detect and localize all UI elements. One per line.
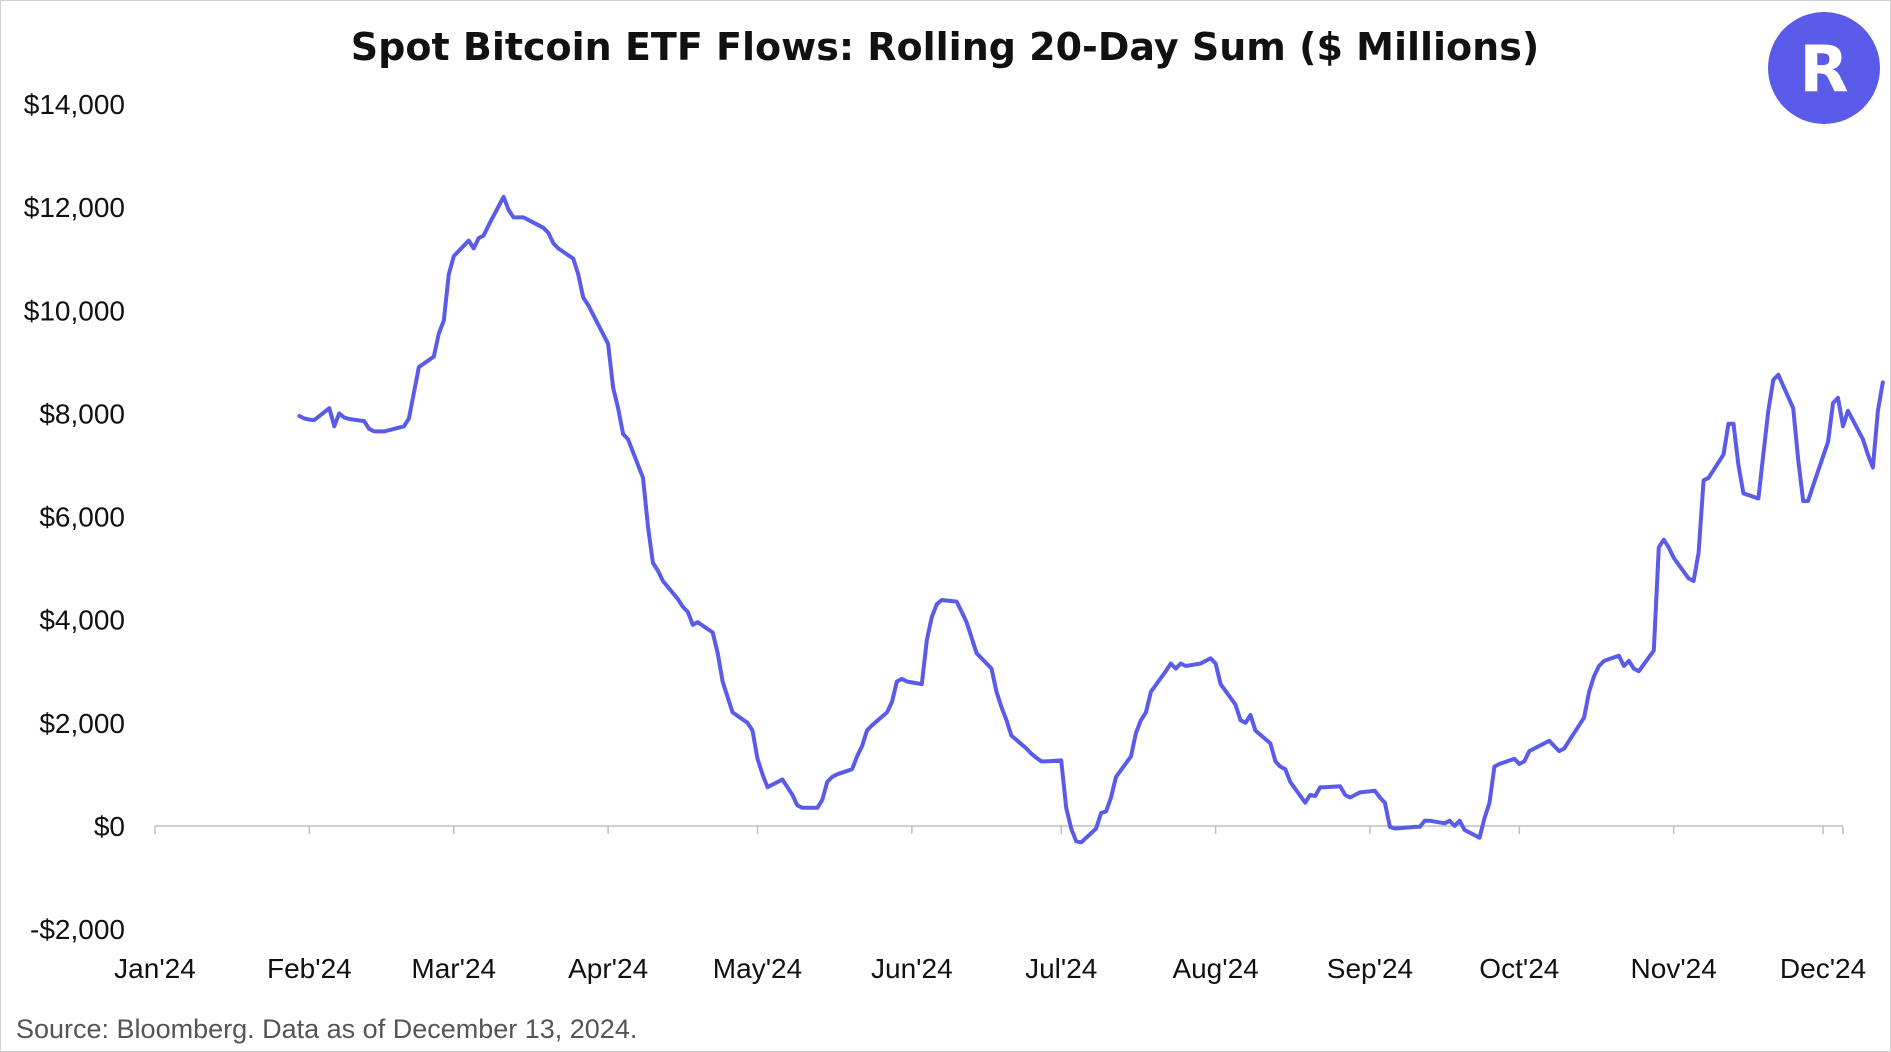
x-tick-label: Feb'24 [267, 953, 352, 984]
series-layer [297, 194, 1885, 845]
y-axis: -$2,000 $0 $2,000 $4,000 $6,000 $8,000 $10,000… [24, 89, 125, 945]
x-tick-label: Apr'24 [568, 953, 648, 984]
y-tick-label: $6,000 [39, 502, 125, 533]
series-line [297, 194, 1885, 845]
x-tick-label: Mar'24 [411, 953, 496, 984]
x-tick-label: Jan'24 [114, 953, 196, 984]
x-tick-label: Sep'24 [1327, 953, 1413, 984]
y-tick-label: $14,000 [24, 89, 125, 120]
y-tick-label: $10,000 [24, 295, 125, 326]
logo-letter: R [1799, 33, 1848, 107]
source-note: Source: Bloomberg. Data as of December 1… [16, 1014, 637, 1044]
brand-logo: R [1768, 12, 1880, 124]
x-axis: Jan'24 Feb'24 Mar'24 Apr'24 May'24 Jun'24 Jul'… [114, 825, 1866, 984]
y-tick-label: -$2,000 [30, 914, 125, 945]
x-tick-label: Jul'24 [1025, 953, 1097, 984]
x-tick-label: Dec'24 [1780, 953, 1866, 984]
y-tick-label: $8,000 [39, 398, 125, 429]
y-tick-label: $0 [94, 811, 125, 842]
y-tick-label: $2,000 [39, 708, 125, 739]
y-tick-label: $12,000 [24, 192, 125, 223]
x-tick-label: Aug'24 [1172, 953, 1258, 984]
y-tick-label: $4,000 [39, 605, 125, 636]
chart-title: Spot Bitcoin ETF Flows: Rolling 20-Day S… [351, 25, 1539, 69]
x-tick-label: Nov'24 [1631, 953, 1717, 984]
logo-circle [1768, 12, 1880, 124]
x-tick-label: Jun'24 [871, 953, 953, 984]
x-tick-label: May'24 [713, 953, 802, 984]
x-tick-label: Oct'24 [1479, 953, 1559, 984]
